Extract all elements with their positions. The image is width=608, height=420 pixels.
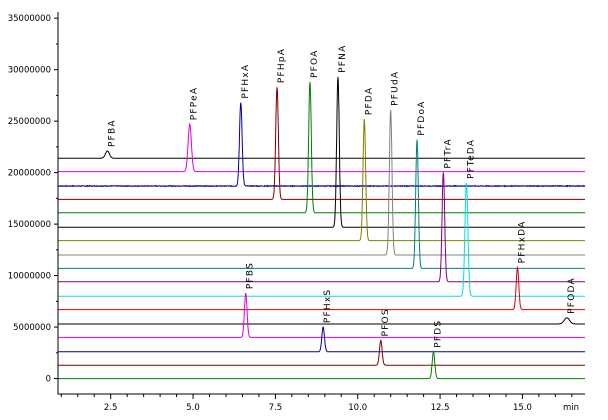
y-tick-label: 30000000 xyxy=(8,66,51,76)
trace-pfhpa xyxy=(58,87,585,200)
trace-pfuda xyxy=(58,109,585,256)
x-tick-label: 7.5 xyxy=(269,403,283,413)
trace-pfhxs xyxy=(58,325,585,353)
peak-label-pfteda: PFTeDA xyxy=(466,139,476,179)
y-tick-label: 0 xyxy=(46,375,51,385)
peak-label-pfpea: PFPeA xyxy=(190,87,200,120)
trace-pfoda xyxy=(58,317,585,325)
trace-pfteda xyxy=(58,182,585,297)
peak-label-pftra: PFTrA xyxy=(443,138,453,168)
peak-label-pfds: PFDS xyxy=(433,320,443,348)
x-tick-label: 12.5 xyxy=(431,403,450,413)
peak-label-pfbs: PFBS xyxy=(246,262,256,289)
peak-label-pfdoa: PFDoA xyxy=(417,100,427,135)
plot-frame xyxy=(57,12,585,395)
y-tick-label: 25000000 xyxy=(8,117,51,127)
peak-label-pfhxs: PFHxS xyxy=(323,289,333,323)
x-tick-label: 5.0 xyxy=(186,403,200,413)
peak-label-pfuda: PFUdA xyxy=(391,71,401,106)
x-tick-label: 2.5 xyxy=(104,403,118,413)
trace-pfds xyxy=(58,350,585,380)
trace-pfbs xyxy=(58,292,585,338)
x-unit-label: min xyxy=(563,403,579,413)
peak-label-pfhxa: PFHxA xyxy=(241,64,251,99)
peak-label-pfba: PFBA xyxy=(107,119,117,147)
y-tick-label: 5000000 xyxy=(13,323,51,333)
trace-pfhxda xyxy=(58,265,585,311)
peak-label-pfhxda: PFHxDA xyxy=(517,221,527,264)
trace-pfos xyxy=(58,339,585,366)
trace-pfoa xyxy=(58,81,585,214)
trace-pfdoa xyxy=(58,139,585,269)
y-tick-label: 35000000 xyxy=(8,14,51,24)
trace-pfpea xyxy=(58,122,585,173)
peak-label-pfna: PFNA xyxy=(338,45,348,73)
trace-pfda xyxy=(58,119,585,242)
y-tick-label: 20000000 xyxy=(8,169,51,179)
peak-label-pfda: PFDA xyxy=(364,87,374,115)
trace-pfna xyxy=(58,76,585,228)
y-tick-label: 10000000 xyxy=(8,272,51,282)
x-tick-label: 10.0 xyxy=(348,403,367,413)
peak-label-pfhpa: PFHpA xyxy=(277,48,287,83)
y-tick-label: 15000000 xyxy=(8,220,51,230)
peak-label-pfos: PFOS xyxy=(381,308,391,336)
trace-pfba xyxy=(58,150,585,159)
peak-label-pfoda: PFODA xyxy=(567,277,577,314)
peak-label-pfoa: PFOA xyxy=(310,50,320,79)
trace-pftra xyxy=(58,172,585,283)
trace-pfhxa xyxy=(57,102,586,188)
x-tick-label: 15.0 xyxy=(513,403,532,413)
